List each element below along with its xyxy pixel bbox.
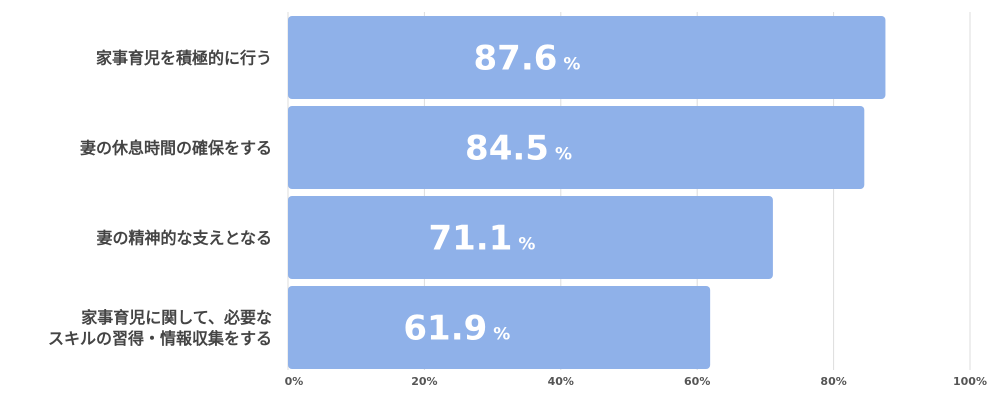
value-number: 87.6 bbox=[474, 39, 558, 79]
value-label: 71.1% bbox=[428, 219, 535, 259]
category-labels: 家事育児を積極的に行う妻の休息時間の確保をする妻の精神的な支えとなる家事育児に関… bbox=[48, 49, 272, 349]
value-unit: % bbox=[563, 55, 580, 75]
bar bbox=[288, 16, 886, 99]
x-tick-label: 100% bbox=[953, 375, 987, 388]
value-label: 87.6% bbox=[474, 39, 581, 79]
x-tick-label: 80% bbox=[820, 375, 846, 388]
value-labels: 87.6 %84.5 %71.1 %61.9% bbox=[403, 39, 580, 349]
value-unit: % bbox=[555, 145, 572, 165]
value-number: 61.9 bbox=[403, 309, 487, 349]
value-label: 84.5% bbox=[465, 129, 572, 169]
category-label: 家事育児を積極的に行う bbox=[96, 49, 272, 68]
category-label: 妻の休息時間の確保をする bbox=[80, 139, 272, 158]
bar bbox=[288, 196, 773, 279]
bar bbox=[288, 286, 711, 369]
value-number: 84.5 bbox=[465, 129, 549, 169]
category-label: 家事育児に関して、必要な bbox=[81, 308, 272, 327]
bars bbox=[288, 16, 886, 369]
bar bbox=[288, 106, 865, 189]
value-number: 71.1 bbox=[428, 219, 512, 259]
x-tick-label: 20% bbox=[411, 375, 437, 388]
x-tick-label: 40% bbox=[548, 375, 574, 388]
x-axis-ticks: 0% 20% 40% 60% 80% 100% bbox=[285, 375, 987, 388]
category-label: 妻の精神的な支えとなる bbox=[96, 229, 272, 248]
category-label: スキルの習得・情報収集をする bbox=[48, 329, 272, 348]
value-label: 61.9% bbox=[403, 309, 510, 349]
value-unit: % bbox=[518, 235, 535, 255]
x-tick-label: 60% bbox=[684, 375, 710, 388]
value-unit: % bbox=[493, 325, 510, 345]
x-tick-label: 0% bbox=[285, 375, 304, 388]
